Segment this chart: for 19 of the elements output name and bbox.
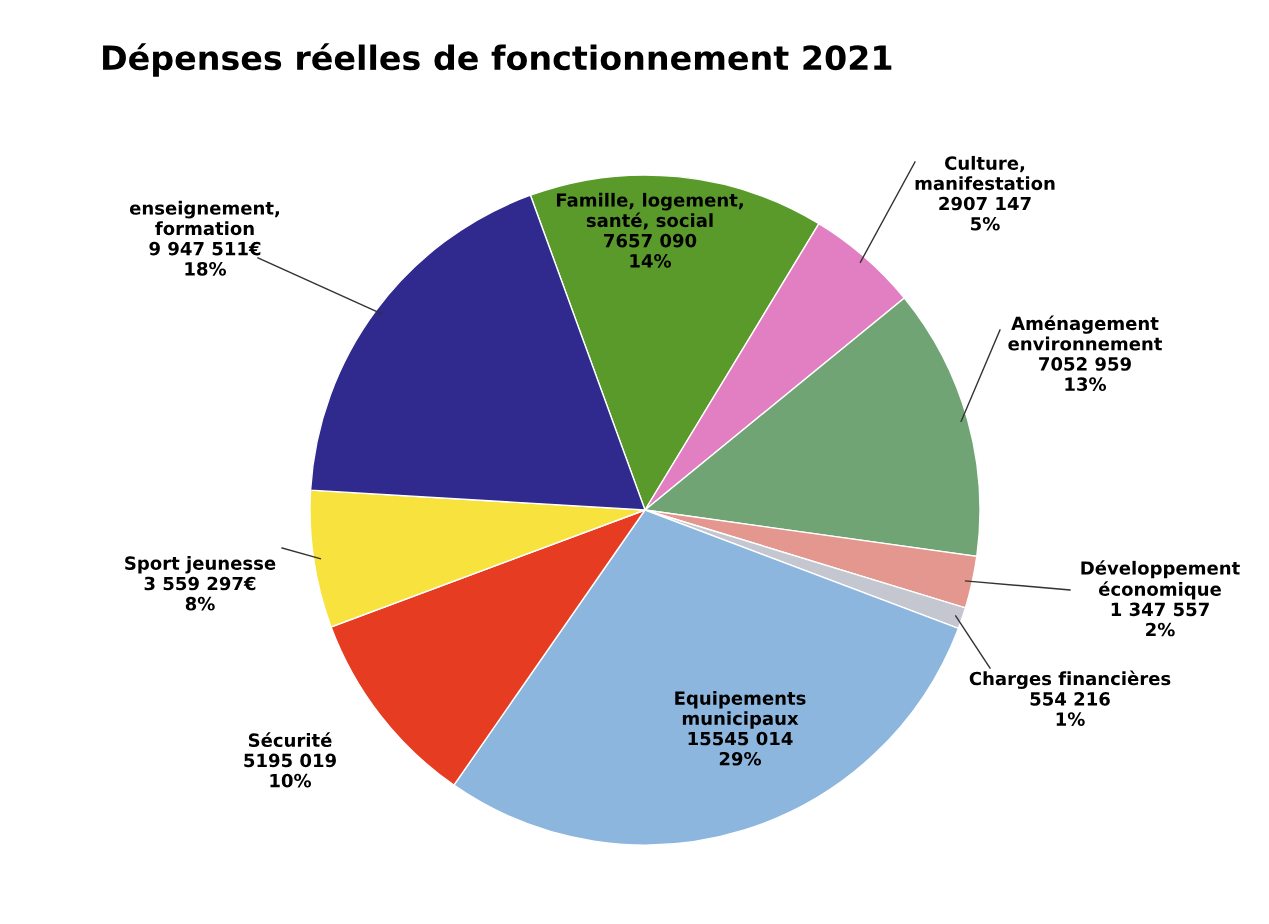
slice-label: enseignement, formation (129, 200, 280, 236)
slice-label: Développement économique (1081, 560, 1240, 600)
slice-label: Culture, manifestation (915, 155, 1055, 191)
data-label: 15545 014 29% (688, 731, 793, 766)
data-label: 1 347 557 2% (1111, 602, 1209, 637)
data-label: 7052 959 13% (1039, 357, 1131, 391)
chart-title: Dépenses réelles de fonctionnement 2021 (103, 43, 892, 77)
slice-label: Charges financières (969, 670, 1171, 689)
slice-label: Sport jeunesse (125, 555, 276, 574)
slice-label: Equipements municipaux (675, 690, 806, 729)
data-label: 3 559 297€ 8% (144, 576, 256, 611)
slice-label: Aménagement environnement (1008, 315, 1163, 351)
data-label: 9 947 511€ 18% (149, 241, 261, 276)
slice-label: Famille, logement, santé, social (556, 192, 743, 230)
data-label: 5195 019 10% (244, 753, 336, 788)
data-label: 7657 090 14% (604, 233, 697, 268)
data-label: 554 216 1% (1030, 692, 1110, 726)
slice-label: Sécurité (248, 732, 332, 748)
data-label: 2907 147 5% (939, 196, 1031, 231)
